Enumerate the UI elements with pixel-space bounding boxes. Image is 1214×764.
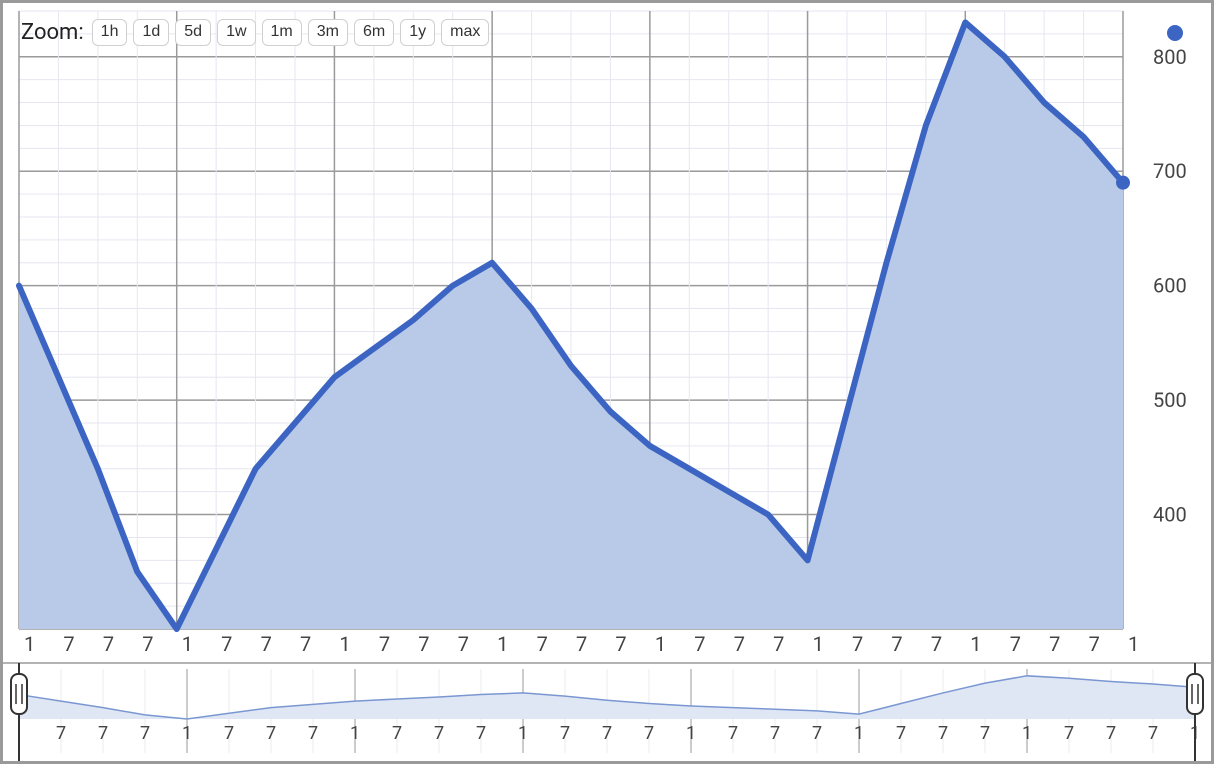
x-tick-label: 7 (261, 632, 272, 656)
zoom-button-1w[interactable]: 1w (217, 19, 255, 46)
zoom-button-1m[interactable]: 1m (262, 19, 302, 46)
y-tick-label: 400 (1153, 503, 1187, 527)
overview-x-tick-label: 7 (434, 723, 444, 744)
series-end-marker (1116, 176, 1130, 190)
overview-x-tick-label: 7 (602, 723, 612, 744)
overview-x-tick-label: 7 (644, 723, 654, 744)
x-tick-label: 7 (300, 632, 311, 656)
x-tick-label: 7 (615, 632, 626, 656)
zoom-toolbar: Zoom: 1h 1d 5d 1w 1m 3m 6m 1y max (21, 19, 489, 46)
overview-x-tick-label: 7 (308, 723, 318, 744)
x-tick-label: 7 (458, 632, 469, 656)
overview-x-tick-label: 7 (140, 723, 150, 744)
zoom-button-6m[interactable]: 6m (354, 19, 394, 46)
x-tick-label: 1 (970, 632, 981, 656)
overview-x-tick-label: 7 (266, 723, 276, 744)
x-tick-label: 1 (339, 632, 350, 656)
overview-x-tick-label: 7 (770, 723, 780, 744)
overview-x-tick-label: 7 (98, 723, 108, 744)
overview-x-tick-label: 7 (56, 723, 66, 744)
overview-x-tick-label: 1 (182, 723, 192, 744)
overview-x-tick-label: 7 (1064, 723, 1074, 744)
overview-handle-right[interactable] (1187, 663, 1203, 761)
overview-x-tick-label: 7 (224, 723, 234, 744)
x-tick-label: 7 (891, 632, 902, 656)
x-tick-label: 1 (655, 632, 666, 656)
x-tick-label: 1 (182, 632, 193, 656)
legend-series-marker[interactable] (1167, 25, 1183, 41)
x-tick-label: 7 (142, 632, 153, 656)
overview-x-labels: 7771777177717771777177717771 (56, 723, 1200, 744)
overview-x-tick-label: 7 (1106, 723, 1116, 744)
x-tick-label: 1 (1128, 632, 1139, 656)
y-tick-label: 600 (1153, 274, 1187, 298)
zoom-label: Zoom: (21, 20, 84, 45)
zoom-button-max[interactable]: max (441, 19, 489, 46)
x-tick-label: 7 (537, 632, 548, 656)
overview-x-tick-label: 1 (854, 723, 864, 744)
x-tick-label: 7 (852, 632, 863, 656)
x-tick-label: 7 (734, 632, 745, 656)
x-tick-label: 7 (221, 632, 232, 656)
chart-svg: 4005006007008001777177717771777177717771… (3, 3, 1211, 761)
y-tick-label: 700 (1153, 159, 1187, 183)
x-tick-label: 7 (576, 632, 587, 656)
x-tick-label: 7 (931, 632, 942, 656)
x-tick-label: 7 (103, 632, 114, 656)
x-tick-label: 7 (418, 632, 429, 656)
overview-x-tick-label: 7 (938, 723, 948, 744)
overview-x-tick-label: 7 (392, 723, 402, 744)
zoom-button-1h[interactable]: 1h (92, 19, 128, 46)
y-axis-labels: 400 500 600 700 800 (1153, 45, 1187, 527)
x-tick-label: 1 (24, 632, 35, 656)
x-tick-label: 1 (813, 632, 824, 656)
overview-x-tick-label: 7 (896, 723, 906, 744)
x-tick-label: 7 (1049, 632, 1060, 656)
overview-x-tick-label: 1 (518, 723, 528, 744)
overview-x-tick-label: 1 (686, 723, 696, 744)
x-tick-label: 7 (379, 632, 390, 656)
zoom-button-5d[interactable]: 5d (175, 19, 211, 46)
zoom-button-3m[interactable]: 3m (308, 19, 348, 46)
x-tick-label: 1 (497, 632, 508, 656)
overview-handle-left[interactable] (11, 663, 27, 761)
overview-x-tick-label: 1 (350, 723, 360, 744)
overview-x-tick-label: 7 (1148, 723, 1158, 744)
x-tick-label: 7 (1010, 632, 1021, 656)
y-tick-label: 800 (1153, 45, 1187, 69)
zoom-button-1y[interactable]: 1y (400, 19, 435, 46)
overview-x-tick-label: 7 (812, 723, 822, 744)
overview-x-tick-label: 1 (1022, 723, 1032, 744)
overview-x-tick-label: 7 (728, 723, 738, 744)
x-axis-labels: 1 7 7 7 1 7 7 7 1 7 7 7 1 7 7 7 1 7 7 7 1 7 7 7 1 7 7 7 1 (24, 632, 1139, 656)
zoom-button-1d[interactable]: 1d (133, 19, 169, 46)
overview-x-tick-label: 7 (560, 723, 570, 744)
y-tick-label: 500 (1153, 388, 1187, 412)
chart-frame: Zoom: 1h 1d 5d 1w 1m 3m 6m 1y max 400 500… (0, 0, 1214, 764)
overview-x-tick-label: 7 (476, 723, 486, 744)
x-tick-label: 7 (694, 632, 705, 656)
overview-x-tick-label: 7 (980, 723, 990, 744)
x-tick-label: 7 (1089, 632, 1100, 656)
x-tick-label: 7 (773, 632, 784, 656)
x-tick-label: 7 (63, 632, 74, 656)
